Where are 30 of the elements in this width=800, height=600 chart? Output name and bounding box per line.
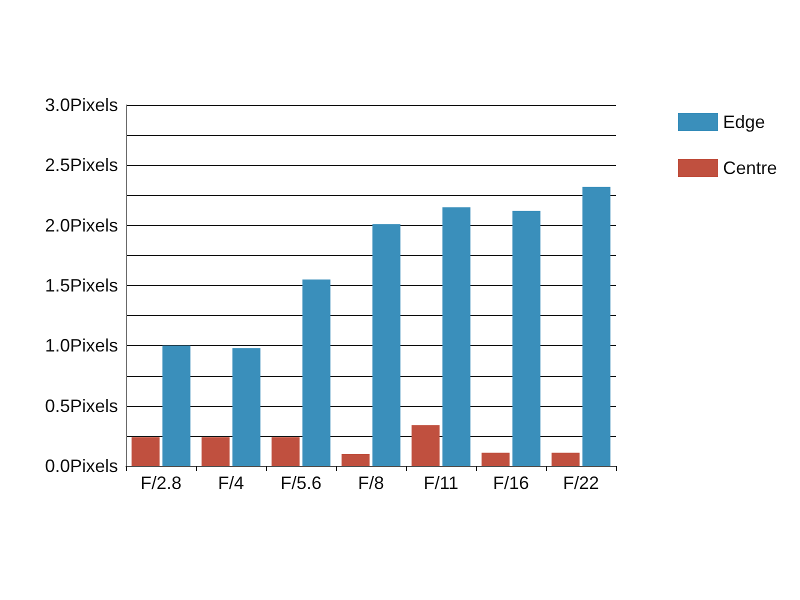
bar (202, 437, 230, 466)
bar (412, 425, 440, 466)
bar (162, 346, 190, 466)
bar (372, 224, 400, 466)
bar (512, 210, 540, 466)
bar (552, 452, 580, 466)
x-tick-label: F/11 (424, 473, 458, 493)
y-tick-label: 2.0Pixels (44, 215, 118, 236)
y-tick-label: 1.5Pixels (44, 276, 118, 296)
bar (482, 452, 510, 466)
x-tick-label: F/8 (358, 473, 384, 493)
bar (132, 437, 160, 466)
bar (302, 279, 330, 466)
bar (342, 454, 370, 466)
x-tick-label: F/4 (218, 473, 244, 493)
legend-label: Edge (722, 112, 766, 132)
x-tick-label: F/5.6 (280, 473, 322, 493)
bar (232, 348, 260, 466)
y-tick-label: 3.0Pixels (44, 95, 118, 115)
bar (272, 437, 300, 466)
y-tick-label: 0.5Pixels (44, 396, 118, 416)
x-tick-label: F/16 (492, 473, 530, 493)
x-tick-label: F/22 (562, 473, 600, 493)
bar (582, 186, 610, 466)
y-tick-label: 1.0Pixels (44, 336, 118, 356)
y-tick-label: 2.5Pixels (44, 155, 118, 176)
legend-label: Centre (722, 158, 778, 178)
y-tick-label: 0.0Pixels (44, 456, 118, 476)
bar (442, 207, 470, 466)
x-tick-label: F/2.8 (140, 473, 182, 493)
